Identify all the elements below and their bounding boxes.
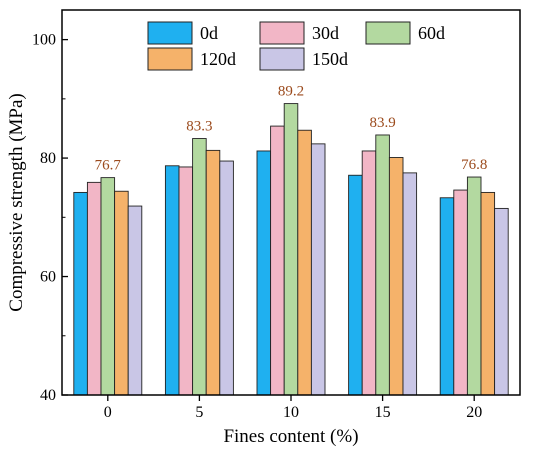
bar-120d-5 (205, 149, 221, 396)
bar-30d-0 (86, 181, 102, 396)
legend-swatch (147, 47, 193, 71)
legend-label: 60d (418, 23, 445, 43)
bar-0d-0 (73, 191, 88, 396)
bar-30d-20 (453, 189, 468, 396)
legend-item-150d: 150d (259, 47, 348, 71)
bar-120d-10 (297, 129, 312, 396)
bar-0d-15 (348, 174, 363, 396)
data-label-10: 89.2 (278, 84, 304, 100)
legend-label: 0d (200, 23, 218, 43)
legend-label: 120d (200, 49, 236, 69)
bar-60d-15 (375, 134, 390, 396)
bar-150d-5 (219, 160, 234, 396)
x-tick-label-5: 5 (195, 404, 203, 421)
data-label-15: 83.9 (369, 115, 395, 131)
data-label-20: 76.8 (461, 157, 487, 173)
bar-60d-0 (100, 177, 116, 396)
bar-150d-10 (310, 143, 326, 396)
y-tick-label-100: 100 (32, 32, 56, 49)
legend-item-60d: 60d (365, 21, 445, 45)
bar-150d-15 (402, 172, 418, 396)
bar-0d-5 (164, 165, 180, 396)
bar-150d-0 (127, 205, 143, 396)
legend: 0d 30d 60d 120d 150d (147, 21, 445, 71)
bars-layer (73, 103, 509, 396)
bar-0d-20 (439, 197, 455, 396)
legend-item-120d: 120d (147, 47, 236, 71)
legend-swatch (365, 21, 411, 45)
bar-120d-15 (388, 157, 404, 396)
bar-30d-5 (178, 166, 194, 396)
bar-30d-15 (361, 150, 377, 396)
y-axis-title: Compressive strength (MPa) (6, 93, 27, 311)
x-tick-label-0: 0 (104, 404, 112, 421)
data-label-0: 76.7 (95, 158, 122, 174)
bar-150d-20 (494, 207, 509, 396)
legend-item-30d: 30d (259, 21, 339, 45)
x-tick-label-20: 20 (466, 404, 482, 421)
bar-120d-20 (480, 191, 496, 396)
y-tick-label-60: 60 (40, 269, 56, 286)
bar-0d-10 (256, 150, 272, 396)
legend-swatch (259, 21, 305, 45)
bar-60d-20 (466, 176, 482, 396)
y-tick-label-80: 80 (40, 150, 56, 167)
bar-120d-0 (114, 190, 129, 396)
y-tick-label-40: 40 (40, 387, 56, 404)
bar-60d-10 (283, 103, 299, 396)
legend-label: 150d (312, 49, 348, 69)
axis-ticks-layer: 40 60 80 100 0 5 10 15 20 (32, 32, 482, 421)
data-labels-layer: 76.7 83.3 89.2 83.9 76.8 (95, 84, 488, 174)
legend-item-0d: 0d (147, 21, 218, 45)
bar-30d-10 (270, 125, 285, 396)
x-tick-label-10: 10 (283, 404, 299, 421)
legend-label: 30d (312, 23, 339, 43)
data-label-5: 83.3 (186, 119, 212, 135)
legend-swatch (147, 21, 193, 45)
x-tick-label-15: 15 (375, 404, 391, 421)
legend-swatch (259, 47, 305, 71)
x-axis-title: Fines content (%) (223, 426, 358, 447)
bar-60d-5 (192, 138, 207, 396)
